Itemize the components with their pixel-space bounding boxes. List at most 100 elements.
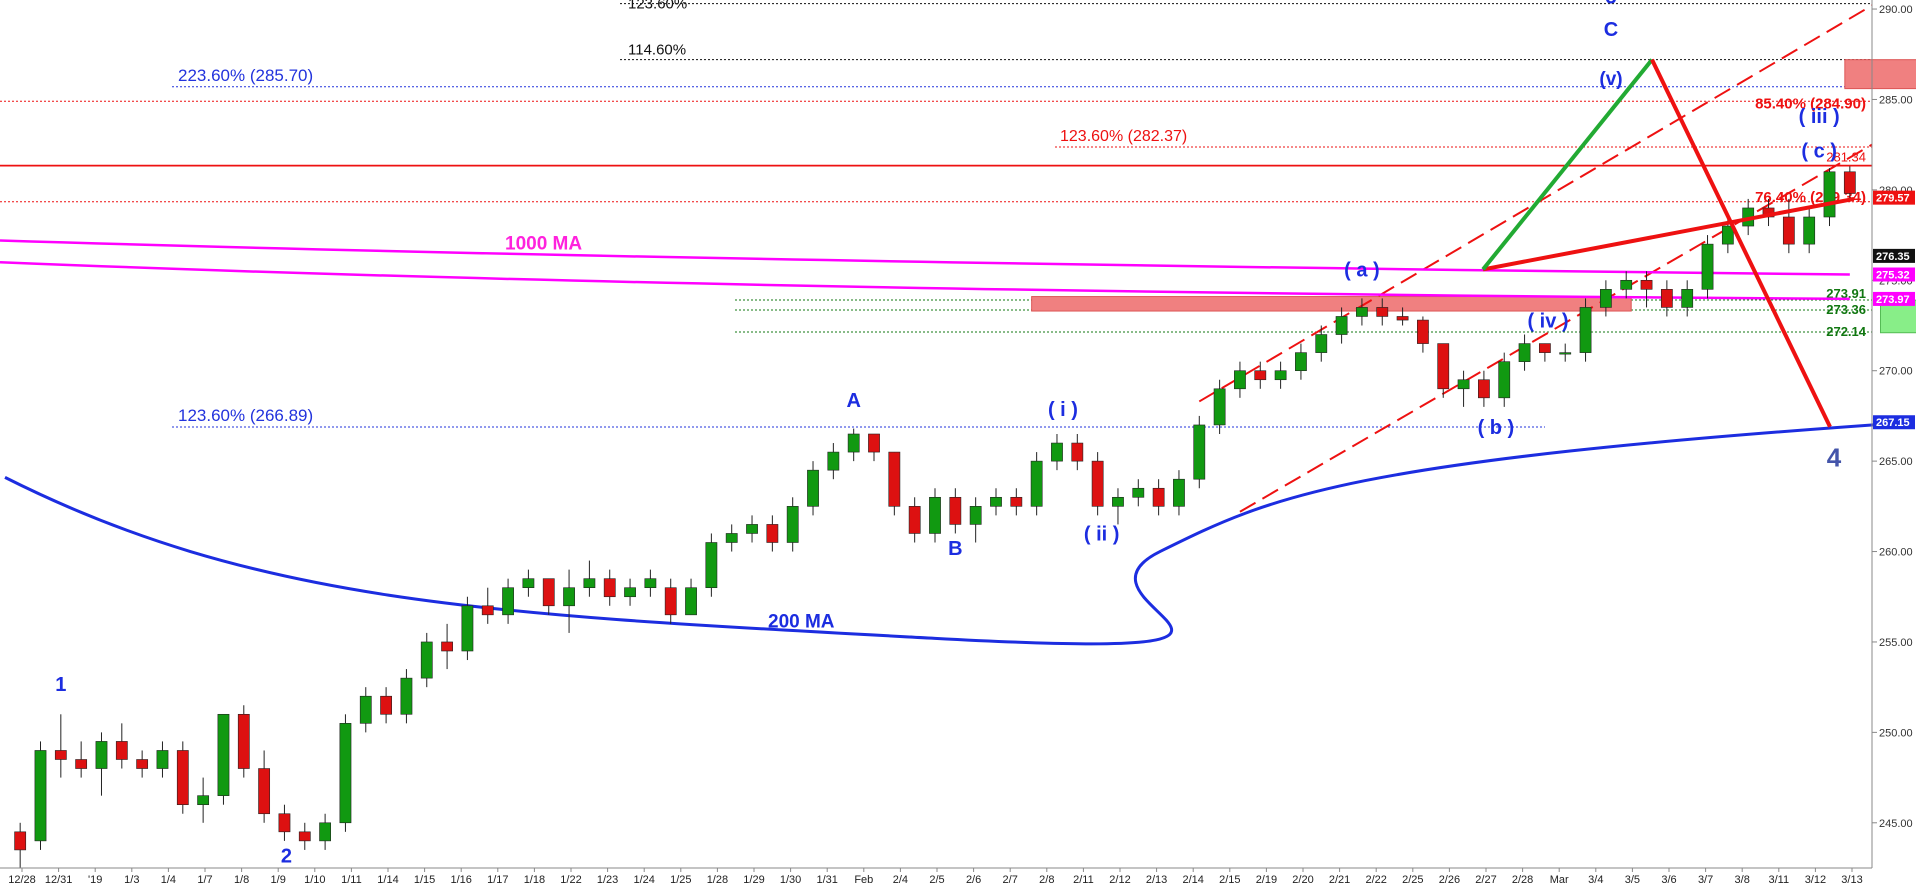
wave-label: ( iii ) (1799, 106, 1840, 128)
x-tick-label: 1/16 (450, 874, 471, 886)
candle-body (766, 524, 779, 543)
candle-body (176, 750, 189, 806)
level-label: 123.60% (266.89) (178, 406, 313, 425)
ma-1000-line (0, 239, 1850, 276)
x-tick-label: 2/25 (1402, 874, 1423, 886)
x-tick-label: 3/4 (1588, 874, 1603, 886)
x-tick-label: 2/8 (1039, 874, 1054, 886)
x-tick-label: 3/12 (1805, 874, 1826, 886)
x-tick-label: 3/8 (1735, 874, 1750, 886)
x-tick-label: 2/22 (1365, 874, 1386, 886)
level-label: 273.91 (1826, 286, 1866, 301)
price-tag (1873, 248, 1915, 263)
x-tick-label: 2/26 (1439, 874, 1460, 886)
x-tick-label: 1/23 (597, 874, 618, 886)
candle-body (420, 641, 433, 679)
x-tick-label: 2/7 (1003, 874, 1018, 886)
wave-label: B (948, 538, 962, 560)
candle-body (136, 759, 149, 769)
level-label: 85.40% (284.90) (1755, 95, 1866, 112)
resistance-zone (1031, 296, 1632, 312)
candle-body (298, 831, 311, 842)
x-tick-label: '19 (88, 874, 102, 886)
x-tick-label: 3/6 (1661, 874, 1676, 886)
candle-body (1417, 319, 1429, 344)
candle-body (1071, 442, 1084, 462)
wave-label: A (846, 390, 860, 412)
candle-body (969, 506, 982, 525)
candle-body (1701, 243, 1714, 290)
wave-label: ( b ) (1478, 417, 1515, 439)
x-tick-label: 1/9 (271, 874, 286, 886)
x-tick-label: Mar (1550, 874, 1569, 886)
x-tick-label: Feb (854, 874, 873, 886)
candle-body (1437, 343, 1450, 390)
x-tick-label: 3/13 (1841, 874, 1862, 886)
candle-body (1457, 379, 1470, 390)
x-tick-label: 2/14 (1182, 874, 1203, 886)
candle-body (54, 750, 67, 760)
candle-body (685, 587, 697, 616)
wave-label: 2 (281, 846, 292, 868)
candle-body (1498, 361, 1511, 399)
price-tag (1873, 267, 1915, 282)
candle-body (481, 605, 494, 616)
candle-body (95, 741, 108, 769)
price-tag-label: 276.35 (1876, 251, 1910, 263)
candle-body (624, 587, 636, 598)
price-tag-label: 275.32 (1876, 270, 1910, 282)
x-tick-label: 1/4 (161, 874, 176, 886)
wave-label: 3 (1605, 0, 1616, 9)
candle-body (1396, 316, 1409, 321)
x-tick-label: 1/31 (816, 874, 837, 886)
x-tick-label: 1/22 (560, 874, 581, 886)
candle-body (1193, 424, 1206, 480)
level-label: 272.14 (1826, 324, 1867, 339)
candle-body (1660, 289, 1673, 308)
x-tick-label: 3/5 (1625, 874, 1640, 886)
x-tick-label: 2/21 (1329, 874, 1350, 886)
candle-body (1538, 343, 1551, 353)
candle-body (1782, 216, 1795, 245)
y-tick-label: 255.00 (1879, 637, 1913, 649)
candle-body (583, 578, 596, 589)
candle-body (400, 677, 413, 715)
x-tick-label: 1/17 (487, 874, 508, 886)
ma-1000-line-lower (0, 260, 1850, 301)
y-tick-label: 265.00 (1879, 456, 1913, 468)
projection-leg-v (1481, 58, 1654, 271)
wave-label: C (1604, 19, 1618, 41)
candle-body (746, 524, 758, 534)
x-tick-label: 1/8 (234, 874, 249, 886)
candle-body (1010, 496, 1023, 507)
candle-body (1803, 216, 1816, 245)
x-tick-label: 1/29 (743, 874, 764, 886)
candle-body (502, 587, 514, 616)
wave-label: 4 (1827, 443, 1842, 473)
x-tick-label: 3/7 (1698, 874, 1713, 886)
candle-body (542, 578, 555, 607)
candle-body (1478, 379, 1490, 399)
candle-body (197, 795, 210, 806)
price-tag (1873, 190, 1915, 205)
x-tick-label: 1/14 (377, 874, 398, 886)
x-tick-label: 1/10 (304, 874, 325, 886)
candle-body (1254, 370, 1267, 381)
candle-body (359, 695, 372, 724)
candle-body (807, 469, 819, 507)
candle-body (1274, 370, 1287, 381)
x-tick-label: 1/15 (414, 874, 435, 886)
y-tick-label: 245.00 (1879, 818, 1913, 830)
candle-body (990, 496, 1002, 507)
wave-label: ( c ) (1801, 140, 1837, 162)
candle-body (603, 578, 616, 598)
wave-label: ( ii ) (1084, 524, 1120, 546)
target-zone-v (1844, 59, 1916, 90)
candle-body (1518, 343, 1531, 362)
x-tick-label: 2/28 (1512, 874, 1533, 886)
candle-body (1173, 478, 1185, 507)
candle-body (908, 506, 921, 534)
candle-body (1559, 352, 1572, 355)
